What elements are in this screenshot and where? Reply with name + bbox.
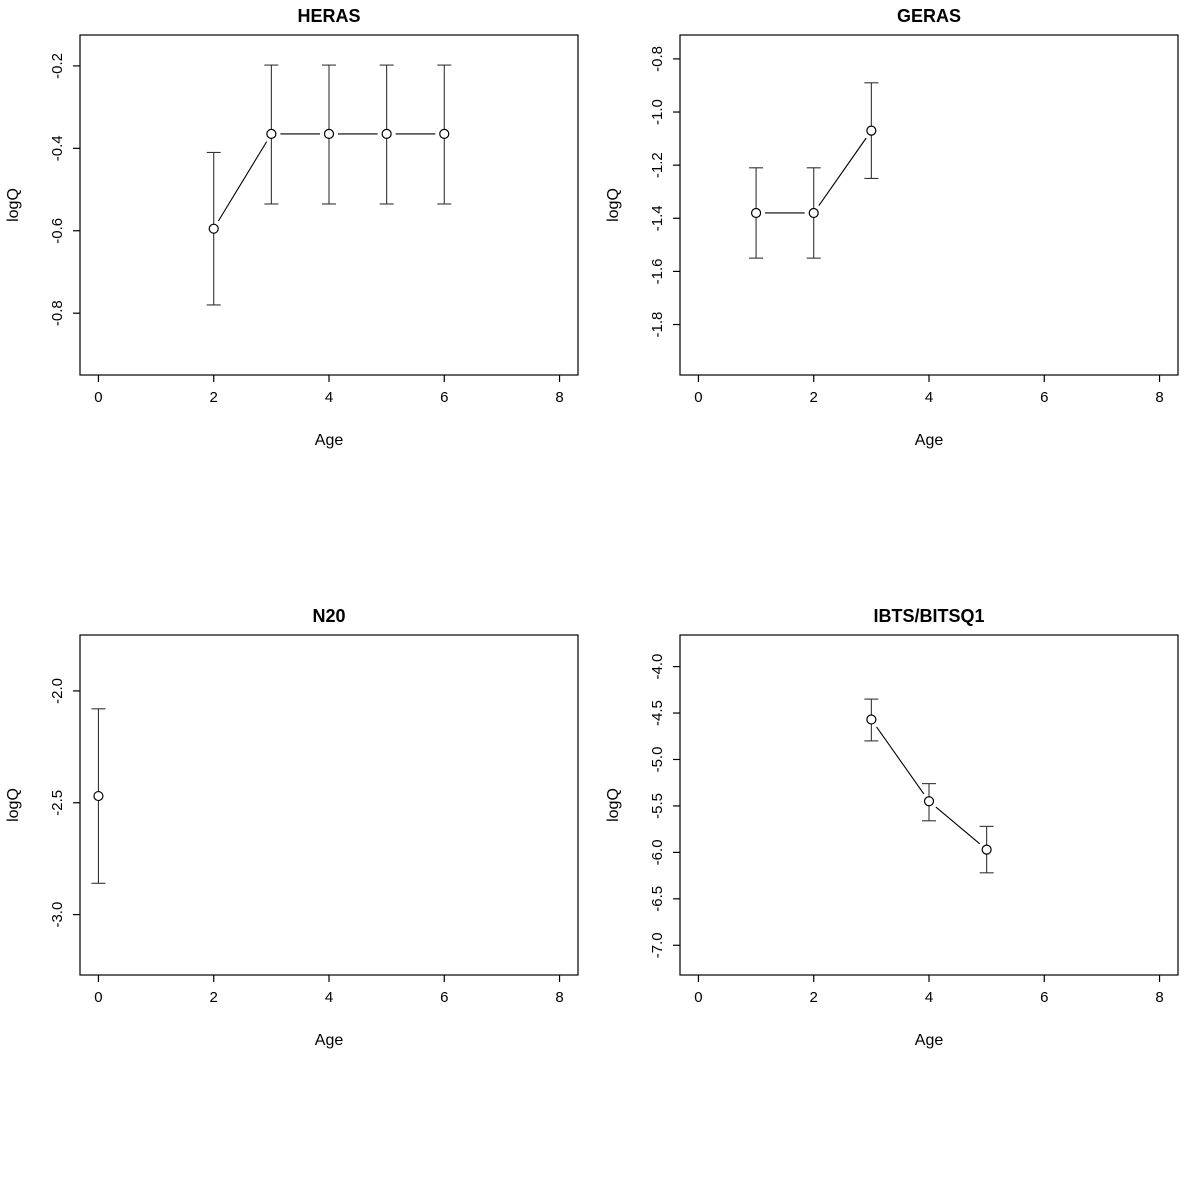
x-tick-label: 2 (210, 989, 218, 1006)
x-tick-label: 0 (694, 389, 702, 406)
chart-ibts-bitsq1: IBTS/BITSQ1 0 2 4 6 8 -7.0 -6.5 -6.0 -5.5 -5.0 -4.5… (605, 606, 1179, 1049)
data-point (208, 223, 219, 234)
y-tick-label: -6.5 (649, 886, 666, 912)
y-tick-label: -1.8 (649, 312, 666, 338)
chart-n20: N20 0 2 4 6 8 -3.0 -2.5 -2.0 Age logQ (5, 606, 579, 1049)
y-tick-label: -2.5 (49, 790, 66, 816)
y-tick-label: -5.5 (649, 793, 666, 819)
y-tick-label: -3.0 (49, 902, 66, 928)
chart-heras: HERAS 0 2 4 6 8 -0.8 -0.6 -0.4 -0.2 Age logQ (5, 6, 579, 449)
x-tick-label: 4 (925, 389, 933, 406)
data-point (323, 128, 335, 140)
y-tick-label: -0.8 (649, 46, 666, 72)
data-point (93, 790, 104, 802)
y-tick-label: -0.6 (49, 218, 66, 244)
y-tick-label: -1.0 (649, 99, 666, 125)
x-tick-label: 8 (555, 389, 563, 406)
data-point (923, 796, 935, 807)
y-tick-label: -4.0 (649, 654, 666, 680)
x-tick-label: 2 (210, 389, 218, 406)
panel-geras: GERAS 0 2 4 6 8 -1.8 -1.6 -1.4 -1.2 -1.0 -0.8 Age log… (600, 0, 1200, 600)
x-tick-label: 0 (94, 989, 102, 1006)
series-line (217, 141, 268, 222)
x-axis-title: Age (315, 1032, 344, 1049)
y-tick-label: -2.0 (49, 678, 66, 704)
y-axis-title: logQ (5, 188, 22, 222)
data-point (439, 128, 450, 140)
x-axis-title: Age (315, 432, 344, 449)
x-tick-label: 6 (1040, 389, 1048, 406)
y-tick-label: -0.2 (49, 53, 66, 79)
plot-box (679, 34, 1179, 376)
data-point (266, 128, 277, 140)
data-point (981, 844, 992, 855)
y-tick-label: -0.4 (49, 135, 66, 161)
x-tick-label: 8 (555, 989, 563, 1006)
y-tick-label: -7.0 (649, 932, 666, 958)
chart-title: IBTS/BITSQ1 (873, 606, 984, 626)
x-tick-label: 0 (94, 389, 102, 406)
x-tick-label: 6 (1040, 989, 1048, 1006)
y-axis-title: logQ (605, 788, 622, 822)
y-tick-label: -1.2 (649, 152, 666, 178)
x-tick-label: 8 (1155, 389, 1163, 406)
plot-box (79, 34, 579, 376)
data-point (866, 125, 877, 136)
y-axis-title: logQ (605, 188, 622, 222)
x-axis-title: Age (915, 1032, 944, 1049)
plot-box (79, 634, 579, 976)
chart-title: N20 (312, 606, 345, 626)
x-tick-label: 6 (440, 989, 448, 1006)
x-tick-label: 4 (325, 989, 333, 1006)
series-line (876, 726, 925, 795)
plot-box (679, 634, 1179, 976)
chart-title: HERAS (297, 6, 360, 26)
x-tick-label: 6 (440, 389, 448, 406)
x-tick-label: 2 (810, 989, 818, 1006)
y-tick-label: -6.0 (649, 839, 666, 865)
y-tick-label: -1.4 (649, 205, 666, 231)
x-tick-label: 4 (925, 989, 933, 1006)
y-axis-title: logQ (5, 788, 22, 822)
x-tick-label: 0 (694, 989, 702, 1006)
x-tick-label: 8 (1155, 989, 1163, 1006)
x-axis-title: Age (915, 432, 944, 449)
x-tick-label: 4 (325, 389, 333, 406)
data-point (750, 207, 762, 219)
panel-heras: HERAS 0 2 4 6 8 -0.8 -0.6 -0.4 -0.2 Age logQ (0, 0, 600, 600)
panel-ibts-bitsq1: IBTS/BITSQ1 0 2 4 6 8 -7.0 -6.5 -6.0 -5.5 -5.0 -4.5… (600, 600, 1200, 1200)
x-tick-label: 2 (810, 389, 818, 406)
data-point (808, 207, 819, 219)
series-line (818, 137, 867, 206)
y-tick-label: -1.6 (649, 258, 666, 284)
y-tick-label: -0.8 (49, 300, 66, 326)
data-point (866, 714, 877, 725)
y-tick-label: -4.5 (649, 700, 666, 726)
chart-geras: GERAS 0 2 4 6 8 -1.8 -1.6 -1.4 -1.2 -1.0 -0.8 Age log… (605, 6, 1179, 449)
series-line (935, 806, 981, 845)
data-point (381, 128, 392, 140)
panel-n20: N20 0 2 4 6 8 -3.0 -2.5 -2.0 Age logQ (0, 600, 600, 1200)
y-tick-label: -5.0 (649, 747, 666, 773)
chart-title: GERAS (897, 6, 961, 26)
